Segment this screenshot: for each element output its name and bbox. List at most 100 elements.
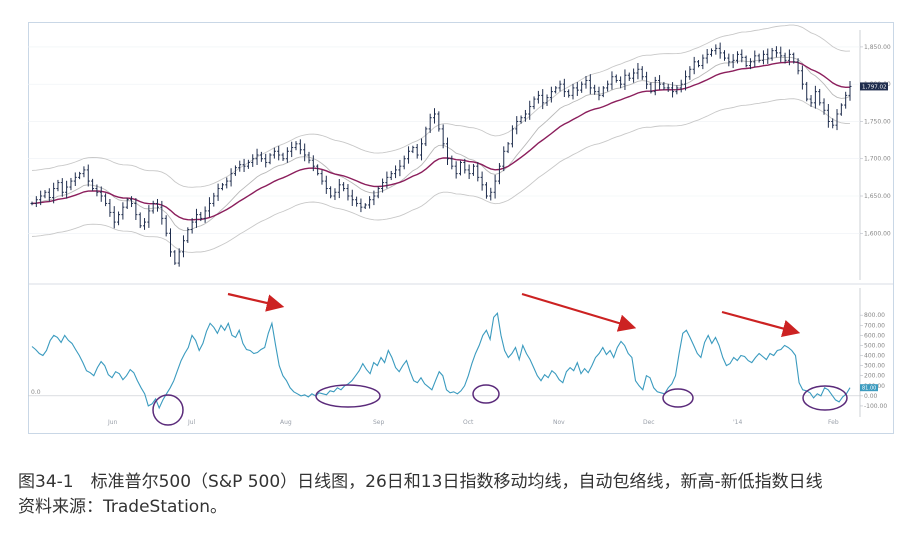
low-circle xyxy=(662,388,694,408)
price-bar xyxy=(679,79,683,93)
price-bar xyxy=(225,177,229,189)
price-bar xyxy=(138,212,142,229)
price-bar xyxy=(398,159,402,177)
lower-envelope xyxy=(31,98,851,253)
price-bar xyxy=(813,85,817,109)
price-bar xyxy=(735,51,739,64)
caption-title: 图34-1 标准普尔500（S&P 500）日线图，26日和13日指数移动均线，… xyxy=(18,472,823,492)
price-bar xyxy=(130,196,134,208)
price-bar xyxy=(822,98,826,115)
price-bar xyxy=(640,66,644,80)
price-bar xyxy=(34,196,38,208)
envelope-lines xyxy=(31,24,851,253)
price-bar xyxy=(82,166,86,178)
price-bar xyxy=(575,82,579,96)
price-bar xyxy=(65,180,69,199)
price-bar xyxy=(376,186,380,199)
price-bar xyxy=(95,184,99,197)
price-bar xyxy=(744,55,748,68)
price-bar xyxy=(212,192,216,207)
upper-envelope xyxy=(31,24,851,188)
price-tick-label: 1,650.00 xyxy=(864,193,891,200)
price-bar xyxy=(718,42,722,59)
price-bar xyxy=(281,152,285,161)
price-tick-label: 1,850.00 xyxy=(864,44,891,51)
nhnl-zero-line-label: 0.0 xyxy=(31,389,41,396)
price-bar xyxy=(259,151,263,162)
price-bar xyxy=(60,178,64,197)
price-bar xyxy=(484,182,488,199)
price-bar xyxy=(194,208,198,228)
price-bar xyxy=(610,71,614,90)
price-bar xyxy=(766,48,770,64)
price-bar xyxy=(800,65,804,90)
price-bar xyxy=(78,171,82,180)
price-bar xyxy=(774,46,778,58)
price-bar xyxy=(173,250,177,265)
price-bar xyxy=(207,197,211,218)
price-bar xyxy=(394,165,398,179)
price-bar xyxy=(757,53,761,63)
price-bar xyxy=(653,76,657,96)
nhnl-last-marker: 81.00 xyxy=(860,384,878,391)
price-bar xyxy=(835,109,839,131)
price-bar xyxy=(805,81,809,102)
price-bar xyxy=(428,113,432,133)
price-bar xyxy=(549,86,553,103)
price-bar xyxy=(839,103,843,116)
price-bar xyxy=(268,153,272,165)
price-bar xyxy=(290,141,294,158)
price-bar xyxy=(168,228,172,257)
price-bar xyxy=(671,82,675,98)
figure-caption: 图34-1 标准普尔500（S&P 500）日线图，26日和13日指数移动均线，… xyxy=(18,470,898,520)
price-bar xyxy=(740,49,744,63)
price-bar xyxy=(143,218,147,230)
low-circle xyxy=(472,384,500,404)
divergence-arrow xyxy=(521,292,637,332)
price-bar xyxy=(311,155,315,172)
price-bar xyxy=(619,76,623,89)
price-bar xyxy=(52,182,56,204)
price-bar xyxy=(117,211,121,226)
price-bar xyxy=(809,95,813,107)
price-bar xyxy=(588,74,592,95)
price-bar xyxy=(337,179,341,199)
price-bar xyxy=(467,164,471,180)
price-bar xyxy=(91,178,95,191)
price-bar xyxy=(792,52,796,64)
nhnl-tick-label: 200.00 xyxy=(864,373,885,380)
price-bar xyxy=(251,154,255,167)
price-bar xyxy=(121,202,125,220)
price-bar xyxy=(112,206,116,229)
price-bar xyxy=(787,49,791,66)
nhnl-tick-label: 800.00 xyxy=(864,312,885,319)
price-bar xyxy=(584,75,588,89)
ema13-line xyxy=(31,56,851,231)
price-bar xyxy=(407,146,411,164)
price-bar xyxy=(381,178,385,193)
price-bar xyxy=(264,153,268,168)
price-bar xyxy=(502,146,506,172)
month-label: Dec xyxy=(643,419,655,426)
price-bar xyxy=(697,60,701,68)
month-label: '14 xyxy=(733,419,742,426)
price-bar xyxy=(731,54,735,69)
price-bar xyxy=(433,108,437,124)
price-bar xyxy=(437,111,441,132)
price-bar xyxy=(623,69,627,90)
price-bar xyxy=(368,196,372,209)
price-bar xyxy=(463,158,467,174)
price-bar xyxy=(476,162,480,182)
price-bar xyxy=(30,201,34,206)
price-bar xyxy=(597,86,601,101)
price-bar xyxy=(515,116,519,135)
price-bar xyxy=(134,198,138,221)
price-bar xyxy=(562,78,566,98)
price-bar xyxy=(554,86,558,94)
price-bar xyxy=(233,165,237,176)
price-bar xyxy=(645,71,649,90)
month-label: Feb xyxy=(828,419,839,426)
price-bar xyxy=(39,190,43,206)
price-bar xyxy=(307,151,311,164)
price-bar xyxy=(714,44,718,55)
